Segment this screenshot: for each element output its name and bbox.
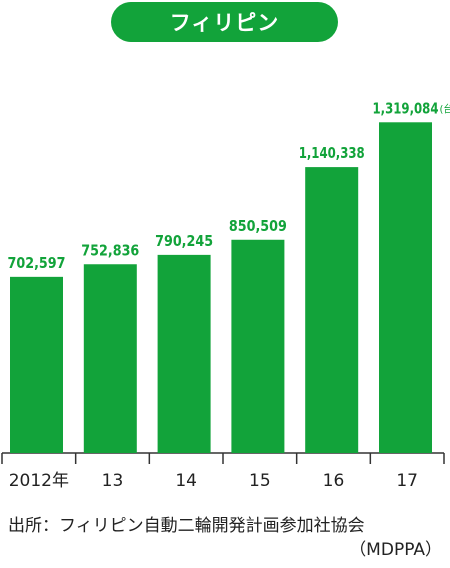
bar-4 — [305, 167, 359, 454]
x-tick-label-5: 17 — [396, 471, 418, 491]
bar-value-label-3: 850,509 — [229, 217, 287, 235]
bar-value-label-4: 1,140,338 — [299, 144, 365, 162]
source-note: 出所：フィリピン自動二輪開発計画参加社協会 （MDPPA） — [8, 514, 444, 562]
bar-2 — [157, 254, 211, 453]
x-tick-label-3: 15 — [249, 471, 271, 491]
x-tick-label-1: 13 — [102, 471, 124, 491]
bar-0 — [10, 276, 63, 453]
x-tick-label-0: 2012年 — [9, 471, 69, 491]
bar-5 — [379, 122, 432, 453]
chart-title: フィリピン — [111, 2, 338, 42]
bar-value-label-0: 702,597 — [8, 254, 66, 272]
x-tick-label-4: 16 — [323, 471, 345, 491]
bar-3 — [231, 239, 285, 453]
bar-value-label-1: 752,836 — [81, 241, 139, 259]
source-line-1: 出所：フィリピン自動二輪開発計画参加社協会 — [8, 516, 365, 536]
unit-label: (台) — [440, 102, 450, 115]
bar-chart: 702,597 2012年 752,836 13 790,245 14 850,509 15 1… — [1, 99, 450, 491]
bar-value-label-5: 1,319,084 — [373, 99, 439, 117]
x-tick-label-2: 14 — [175, 471, 197, 491]
bar-value-label-2: 790,245 — [155, 232, 213, 250]
bar-1 — [83, 264, 137, 453]
source-line-2: （MDPPA） — [349, 540, 442, 560]
